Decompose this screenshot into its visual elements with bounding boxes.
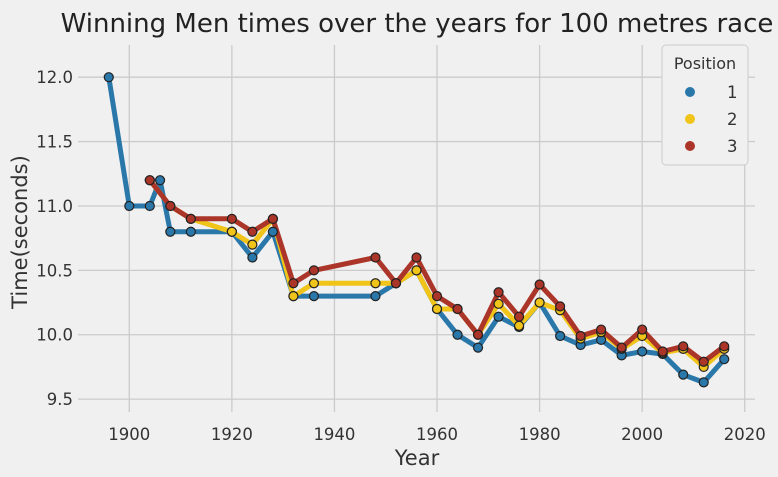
- data-point-1: [267, 226, 278, 237]
- data-point-3: [534, 279, 545, 290]
- data-point-3: [657, 346, 668, 357]
- data-point-3: [247, 226, 258, 237]
- data-point-3: [452, 303, 463, 315]
- data-point-3: [267, 213, 278, 224]
- data-point-3: [370, 252, 381, 263]
- chart-title: Winning Men times over the years for 100…: [61, 9, 774, 39]
- data-point-2: [370, 278, 381, 289]
- data-point-2: [308, 278, 320, 289]
- data-point-1: [452, 329, 463, 340]
- data-point-3: [185, 213, 196, 224]
- data-point-3: [637, 324, 648, 335]
- data-point-2: [493, 298, 504, 309]
- data-point-1: [185, 226, 196, 237]
- y-tick-label: 11.0: [36, 197, 73, 216]
- data-point-2: [226, 226, 237, 237]
- legend-label-1: 1: [727, 83, 738, 102]
- data-point-2: [431, 303, 443, 315]
- legend-marker-1: [685, 87, 695, 97]
- data-point-3: [431, 291, 443, 302]
- data-point-3: [513, 311, 525, 322]
- data-point-3: [719, 341, 730, 352]
- x-tick-label: 1980: [519, 425, 561, 444]
- data-point-3: [226, 213, 237, 224]
- data-point-1: [103, 72, 114, 83]
- data-point-2: [411, 265, 422, 276]
- x-axis-label: Year: [394, 446, 440, 470]
- data-point-3: [144, 175, 155, 186]
- data-point-2: [513, 320, 525, 331]
- data-point-1: [678, 369, 689, 380]
- data-point-3: [678, 341, 689, 352]
- legend: Position 1 2 3: [661, 44, 749, 166]
- series: [103, 72, 730, 388]
- grid: [78, 45, 755, 412]
- data-point-3: [493, 287, 504, 298]
- data-point-3: [555, 301, 566, 312]
- data-point-1: [308, 291, 320, 302]
- data-point-3: [575, 330, 586, 342]
- data-point-3: [390, 278, 402, 289]
- y-tick-label: 12.0: [36, 68, 73, 87]
- data-point-3: [472, 329, 484, 340]
- y-tick-label: 10.0: [36, 326, 73, 345]
- data-point-3: [165, 200, 176, 212]
- data-point-1: [370, 291, 381, 302]
- tick-labels: 1900 1920 1940 1960 1980 2000 2020 9.5 10.0 10.5 1…: [36, 68, 765, 444]
- x-tick-label: 1900: [108, 425, 150, 444]
- legend-label-3: 3: [727, 137, 738, 156]
- data-point-1: [472, 342, 484, 353]
- y-axis-label: Time(seconds): [8, 155, 32, 310]
- legend-label-2: 2: [727, 110, 738, 129]
- legend-frame: [661, 44, 749, 166]
- legend-entries: 1 2 3: [685, 83, 738, 156]
- data-point-3: [411, 252, 422, 263]
- x-tick-label: 1960: [416, 425, 458, 444]
- data-point-3: [698, 356, 709, 367]
- data-point-3: [596, 324, 607, 335]
- data-point-1: [247, 252, 258, 263]
- data-point-3: [288, 278, 299, 289]
- data-point-1: [154, 175, 166, 186]
- x-tick-label: 2000: [621, 425, 663, 444]
- y-tick-label: 10.5: [36, 261, 73, 280]
- x-tick-label: 1940: [313, 425, 355, 444]
- data-point-1: [144, 200, 155, 212]
- y-tick-label: 9.5: [47, 390, 73, 409]
- legend-marker-3: [685, 141, 695, 151]
- data-point-1: [124, 200, 135, 212]
- x-tick-label: 2020: [724, 425, 766, 444]
- data-point-1: [165, 226, 176, 237]
- data-point-3: [308, 265, 320, 276]
- data-point-3: [616, 342, 627, 353]
- data-point-1: [555, 330, 566, 342]
- data-point-2: [247, 239, 258, 250]
- data-point-1: [637, 346, 648, 357]
- x-tick-label: 1920: [211, 425, 253, 444]
- data-point-2: [288, 291, 299, 302]
- legend-title: Position: [674, 54, 736, 73]
- data-point-1: [698, 377, 709, 388]
- data-point-1: [719, 354, 730, 365]
- data-point-1: [493, 311, 504, 322]
- legend-marker-2: [685, 114, 695, 124]
- y-tick-label: 11.5: [36, 133, 73, 152]
- data-point-2: [534, 297, 545, 308]
